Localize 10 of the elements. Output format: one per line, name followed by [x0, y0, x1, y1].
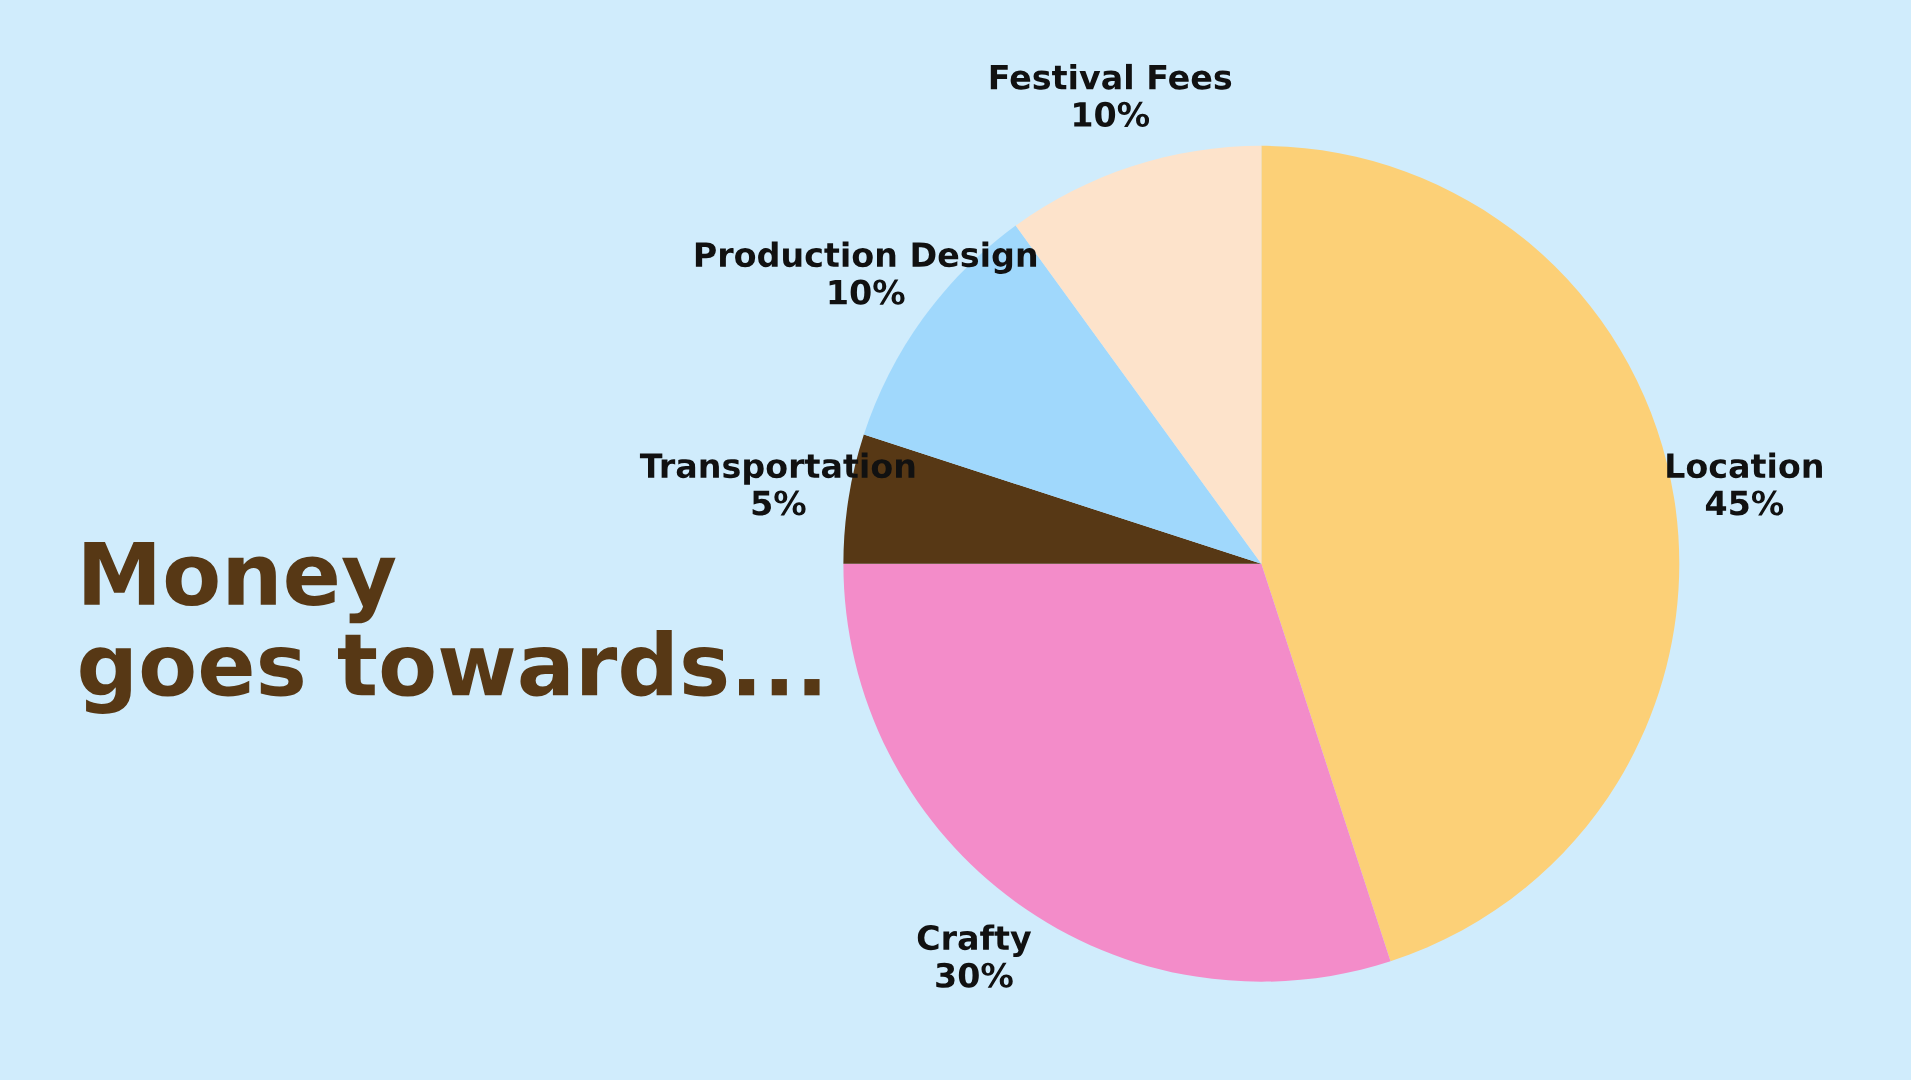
slice-label: Location — [1667, 452, 1822, 479]
data-label: 5% — [752, 490, 806, 516]
slice-label: Production Design — [695, 241, 1037, 274]
text: Money goes towards... — [80, 541, 820, 714]
data-label: 30% — [936, 962, 1013, 988]
data-label: 10% — [1074, 101, 1150, 128]
data-label: 10% — [829, 279, 905, 305]
data-label: 45% — [1705, 490, 1784, 516]
slice-label: Festival Fees — [990, 63, 1232, 90]
slice-label: Crafty — [917, 924, 1032, 957]
